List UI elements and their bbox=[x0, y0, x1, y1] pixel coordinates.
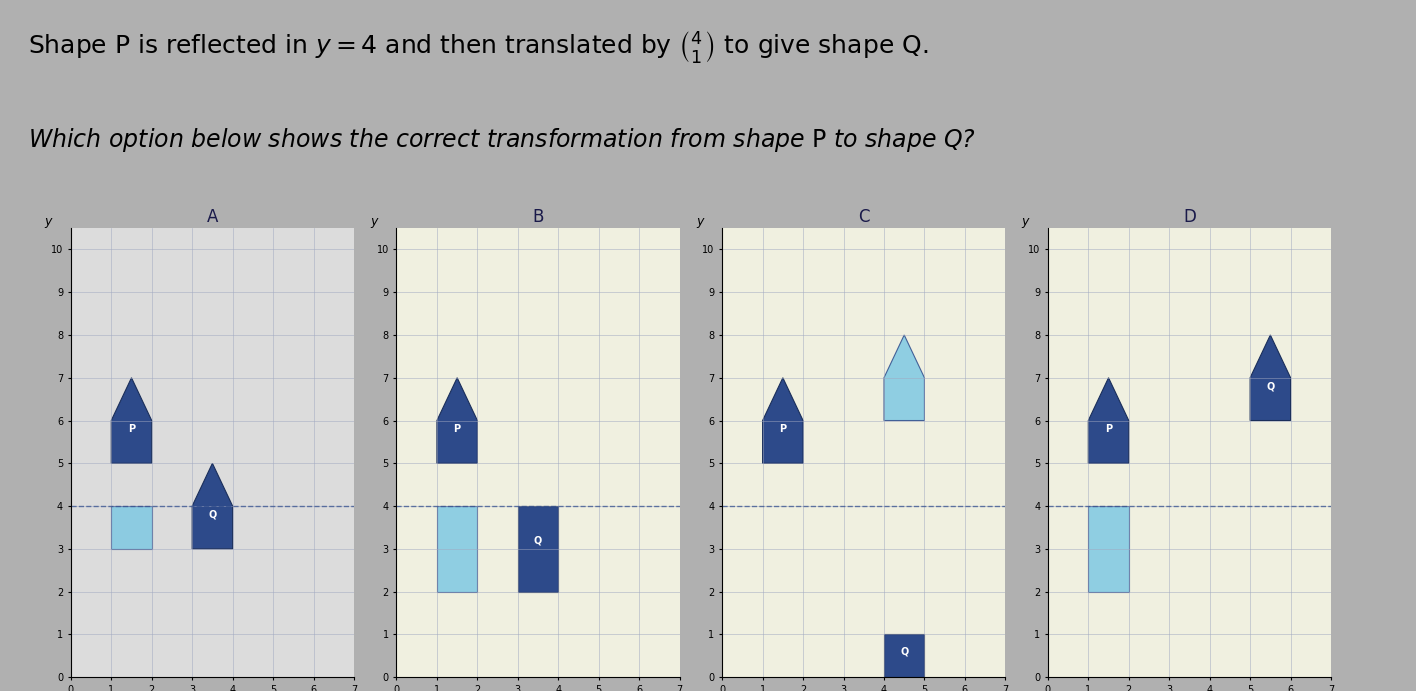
Polygon shape bbox=[1089, 378, 1129, 463]
Polygon shape bbox=[884, 634, 925, 677]
Text: Q: Q bbox=[901, 647, 908, 656]
Text: P: P bbox=[779, 424, 786, 434]
Text: Q: Q bbox=[208, 510, 217, 520]
Y-axis label: y: y bbox=[370, 215, 378, 228]
Polygon shape bbox=[112, 506, 152, 549]
Polygon shape bbox=[763, 378, 803, 463]
Text: Shape $\mathrm{P}$ is reflected in $y = 4$ and then translated by $\binom{4}{1}$: Shape $\mathrm{P}$ is reflected in $y = … bbox=[28, 29, 929, 65]
Polygon shape bbox=[112, 378, 152, 463]
Title: C: C bbox=[858, 209, 869, 227]
Polygon shape bbox=[884, 335, 925, 421]
Polygon shape bbox=[438, 506, 477, 591]
Polygon shape bbox=[438, 378, 477, 463]
Polygon shape bbox=[518, 506, 558, 591]
Title: B: B bbox=[532, 209, 544, 227]
Title: D: D bbox=[1182, 209, 1197, 227]
Text: P: P bbox=[127, 424, 135, 434]
Title: A: A bbox=[207, 209, 218, 227]
Polygon shape bbox=[1089, 506, 1129, 591]
Text: Q: Q bbox=[1266, 381, 1274, 391]
Polygon shape bbox=[1250, 335, 1290, 421]
Text: Which option below shows the correct transformation from shape $\mathrm{P}$ to s: Which option below shows the correct tra… bbox=[28, 126, 977, 154]
Y-axis label: y: y bbox=[1021, 215, 1029, 228]
Text: P: P bbox=[1104, 424, 1112, 434]
Text: P: P bbox=[453, 424, 460, 434]
Y-axis label: y: y bbox=[44, 215, 52, 228]
Text: Q: Q bbox=[534, 536, 542, 545]
Polygon shape bbox=[193, 463, 232, 549]
Y-axis label: y: y bbox=[695, 215, 704, 228]
